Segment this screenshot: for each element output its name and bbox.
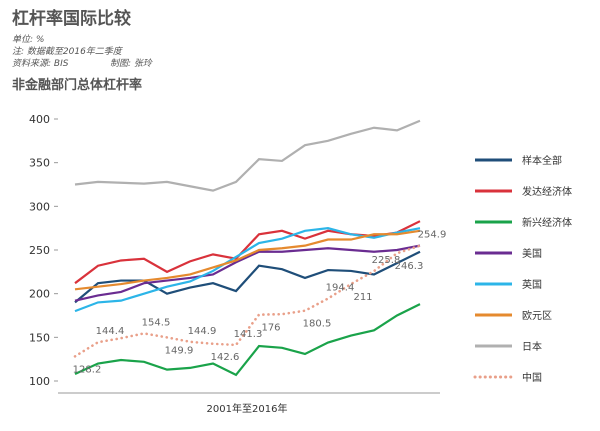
data-label: 176	[261, 323, 280, 334]
legend-label: 英国	[522, 278, 542, 291]
chart-subtitle: 非金融部门总体杠杆率	[12, 77, 142, 93]
legend-label: 样本全部	[522, 154, 562, 167]
y-tick-label: 150	[29, 331, 50, 344]
data-label: 128.2	[73, 364, 102, 375]
data-label: 225.8	[372, 255, 401, 266]
data-label: 144.4	[96, 326, 125, 337]
legend-label: 日本	[522, 340, 542, 353]
note: 单位: %	[12, 34, 44, 45]
data-label: 194.4	[326, 283, 355, 294]
legend-label: 新兴经济体	[522, 216, 572, 229]
series-line	[74, 244, 421, 302]
data-label: 154.5	[142, 317, 171, 328]
series-line	[74, 303, 421, 377]
data-label: 246.3	[395, 261, 424, 272]
y-tick-label: 400	[29, 113, 50, 126]
legend-label: 中国	[522, 371, 542, 384]
series-line	[73, 244, 422, 358]
series-line	[74, 119, 421, 192]
data-label: 141.3	[234, 329, 263, 340]
series-line	[74, 250, 421, 304]
chart-title: 杠杆率国际比较	[12, 8, 131, 29]
data-label: 180.5	[303, 319, 332, 330]
data-label: 149.9	[165, 345, 194, 356]
x-axis-label: 2001年至2016年	[207, 402, 288, 415]
series-line	[74, 229, 421, 291]
y-tick-label: 300	[29, 200, 50, 213]
legend-label: 发达经济体	[522, 185, 572, 198]
y-tick-label: 250	[29, 244, 50, 257]
data-label: 254.9	[418, 230, 447, 241]
legend-label: 欧元区	[522, 310, 552, 322]
y-tick-label: 350	[29, 157, 50, 170]
legend-label: 美国	[522, 247, 542, 260]
data-label: 142.6	[211, 352, 240, 363]
data-label: 211	[353, 292, 372, 303]
data-label: 144.9	[188, 326, 217, 337]
y-tick-label: 200	[29, 288, 50, 301]
note: 注: 数据截至2016年二季度	[12, 46, 124, 57]
note: 资料来源: BIS	[12, 58, 69, 69]
y-tick-label: 100	[29, 375, 50, 388]
note: 制图: 张玲	[110, 58, 153, 69]
